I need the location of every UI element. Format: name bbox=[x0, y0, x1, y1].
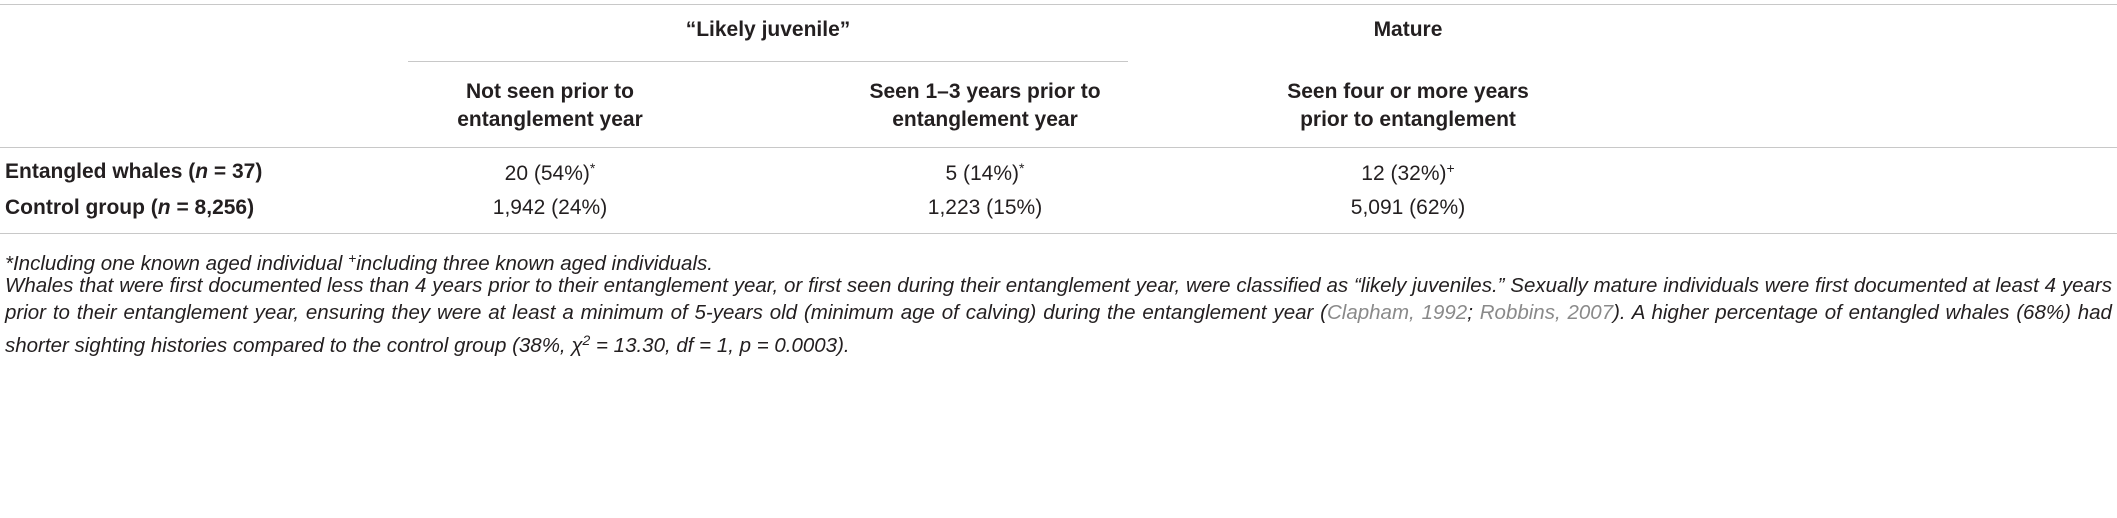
line: Seen 1–3 years prior to bbox=[869, 80, 1101, 103]
group-header: Mature bbox=[1373, 18, 1443, 41]
text: 5 (14%) bbox=[945, 162, 1020, 185]
column-header: Seen four or more years prior to entangle… bbox=[1208, 78, 1608, 134]
top-rule bbox=[0, 4, 2117, 5]
cell: 5 (14%)* bbox=[775, 160, 1195, 186]
line: prior to entanglement bbox=[1300, 108, 1516, 131]
bottom-rule bbox=[0, 233, 2117, 234]
column-header: Seen 1–3 years prior to entanglement year bbox=[775, 78, 1195, 134]
text: Whales that were first documented less t… bbox=[5, 274, 2112, 325]
text: including three known aged individuals. bbox=[356, 252, 713, 275]
group-header: “Likely juvenile” bbox=[685, 18, 851, 41]
sup: + bbox=[1446, 160, 1455, 176]
text: ; bbox=[1467, 301, 1480, 325]
footnote: *Including one known aged individual +in… bbox=[5, 245, 713, 277]
text: 12 (32%) bbox=[1361, 162, 1447, 185]
text: Entangled whales ( bbox=[5, 160, 196, 183]
sup: * bbox=[589, 160, 596, 176]
cell: 1,942 (24%) bbox=[492, 196, 608, 219]
text: ). A higher percentage of entangled whal… bbox=[5, 301, 2112, 357]
text: n bbox=[195, 160, 209, 183]
text: n bbox=[157, 196, 171, 219]
row-label: Entangled whales (n = 37) bbox=[5, 160, 262, 184]
line: Seen four or more years bbox=[1287, 80, 1529, 103]
line: entanglement year bbox=[892, 108, 1078, 131]
sup: + bbox=[348, 250, 357, 266]
citation-link[interactable]: Robbins, 2007 bbox=[1479, 301, 1614, 325]
row-label: Control group (n = 8,256) bbox=[5, 196, 254, 220]
text: 20 (54%) bbox=[504, 162, 590, 185]
text: = 13.30, df = 1, p = 0.0003). bbox=[590, 333, 850, 357]
cell: 20 (54%)* bbox=[340, 160, 760, 186]
cell: 5,091 (62%) bbox=[1350, 196, 1466, 219]
text: = 37) bbox=[208, 160, 263, 183]
column-header: Not seen prior to entanglement year bbox=[340, 78, 760, 134]
text: Control group ( bbox=[5, 196, 158, 219]
sup: 2 bbox=[582, 331, 591, 348]
cell: 12 (32%)+ bbox=[1208, 160, 1608, 186]
citation-link[interactable]: Clapham, 1992 bbox=[1327, 301, 1468, 325]
sup: * bbox=[1019, 160, 1025, 176]
line: Not seen prior to bbox=[465, 80, 634, 103]
line: entanglement year bbox=[457, 108, 643, 131]
header-rule bbox=[0, 147, 2117, 148]
cell: 1,223 (15%) bbox=[927, 196, 1043, 219]
text: = 8,256) bbox=[170, 196, 255, 219]
text: *Including one known aged individual bbox=[5, 252, 349, 275]
group-rule bbox=[408, 61, 1128, 62]
note-paragraph: Whales that were first documented less t… bbox=[5, 272, 2112, 359]
